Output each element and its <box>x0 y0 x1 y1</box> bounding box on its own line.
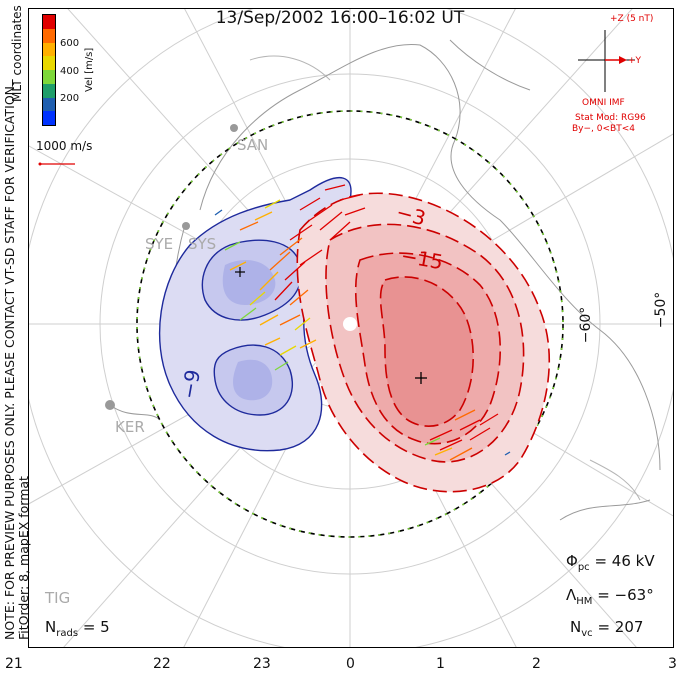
contour-label-neg9: −9 <box>176 368 205 401</box>
imf-z-label: +Z (5 nT) <box>610 14 654 24</box>
station-label-tig: TIG <box>44 589 70 607</box>
mlt-tick-23: 23 <box>253 656 271 672</box>
mlt-tick-2: 2 <box>532 656 541 672</box>
stat-nvc: Nvc = 207 <box>570 618 643 639</box>
imf-condition: By−, 0<BT<4 <box>572 124 635 134</box>
stat-lambda-hm-subscript: HM <box>576 596 593 607</box>
colorbar-swatch <box>43 97 55 112</box>
mlt-tick-0: 0 <box>346 656 355 672</box>
colorbar-tick-600: 600 <box>60 38 80 49</box>
station-label-ker: KER <box>115 418 145 436</box>
imf-model: Stat Mod: RG96 <box>575 113 646 123</box>
red-cell-inner2 <box>379 276 474 427</box>
colorbar-swatch <box>43 70 55 84</box>
colorbar-swatch <box>43 83 55 98</box>
boundary-green-dots <box>136 110 564 538</box>
stat-nvc-value: = 207 <box>597 618 644 636</box>
station-glyphs <box>105 124 238 410</box>
stat-lambda-hm-value: = −63° <box>597 586 654 604</box>
colorbar-swatch <box>43 42 55 57</box>
vector-scale-label: 1000 m/s <box>36 139 93 153</box>
stat-nrads: Nrads = 5 <box>45 618 110 639</box>
station-label-sye: SYE <box>145 235 173 253</box>
colorbar-swatch <box>43 28 55 43</box>
imf-y-label: +Y <box>628 56 642 66</box>
imf-vector-arrowhead <box>619 56 627 64</box>
stat-nrads-subscript: rads <box>56 628 79 639</box>
colorbar-swatch <box>43 111 55 125</box>
stat-phi-pc-symbol: Φ <box>566 552 578 570</box>
imf-clock-dial <box>578 30 635 92</box>
mlt-tick-21: 21 <box>5 656 23 672</box>
mlt-tick-22: 22 <box>153 656 171 672</box>
plot-frame <box>28 8 674 648</box>
velocity-vectors <box>214 184 511 461</box>
colorbar-swatch <box>43 56 55 70</box>
geomagnetic-pole <box>343 317 357 331</box>
mlt-tick-1: 1 <box>436 656 445 672</box>
coastline-detail <box>249 55 641 501</box>
fitorder-note: FitOrder: 8, mapEX format <box>16 476 31 640</box>
station-label-sys: SYS <box>188 235 216 253</box>
colorbar-swatch <box>43 15 55 29</box>
potential-max-marker <box>415 372 427 384</box>
stat-nvc-subscript: vc <box>581 628 593 639</box>
stat-phi-pc: Φpc = 46 kV <box>566 552 655 573</box>
imf-source: OMNI IMF <box>582 98 625 108</box>
vector-scale-dot <box>38 162 42 166</box>
mlt-tick-3: 3 <box>668 656 677 672</box>
colorbar-label: Vel [m/s] <box>84 47 95 92</box>
stat-phi-pc-subscript: pc <box>577 562 590 573</box>
lat-label-60: −60° <box>578 307 594 344</box>
colorbar-tick-400: 400 <box>60 66 80 77</box>
velocity-colorbar <box>42 14 56 126</box>
potential-min-marker <box>235 267 245 277</box>
plot-title: 13/Sep/2002 16:00–16:02 UT <box>215 8 465 28</box>
stat-phi-pc-value: = 46 kV <box>594 552 655 570</box>
stat-nrads-value: = 5 <box>82 618 110 636</box>
stat-lambda-hm: ΛHM = −63° <box>566 586 654 607</box>
colorbar-tick-200: 200 <box>60 93 80 104</box>
lat-label-50: −50° <box>653 292 669 329</box>
stat-nvc-symbol: N <box>570 618 582 636</box>
station-label-san: SAN <box>237 136 268 154</box>
preview-note: NOTE: FOR PREVIEW PURPOSES ONLY. PLEASE … <box>2 82 17 640</box>
stat-nrads-symbol: N <box>45 618 57 636</box>
stat-lambda-hm-symbol: Λ <box>566 586 577 604</box>
coords-label: MLT coordinates <box>10 5 24 102</box>
